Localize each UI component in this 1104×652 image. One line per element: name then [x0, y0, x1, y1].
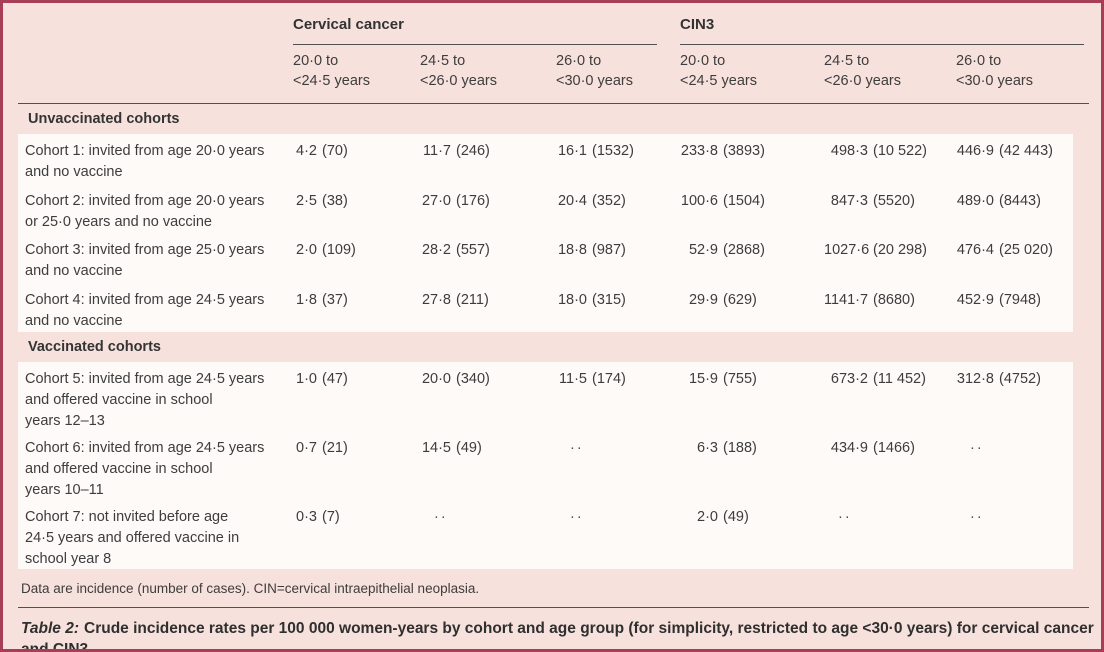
caption-divider-rule [18, 607, 1089, 608]
value-cell: 2·0 (49) [697, 509, 749, 525]
age-column-header: 26·0 to <30·0 years [556, 53, 633, 89]
caption-text: Crude incidence rates per 100 000 women-… [21, 620, 1094, 652]
value-cell: ·· [570, 440, 584, 456]
value-cell: 52·9 (2868) [688, 242, 765, 258]
column-group-label: Cervical cancer [293, 16, 404, 33]
value-cell: 1141·7 (8680) [824, 291, 915, 308]
row-label: Cohort 4: invited from age 24·5 years and… [25, 291, 265, 329]
value-cell: 446·9 (42 443) [956, 143, 1054, 159]
header-divider-rule [18, 103, 1089, 104]
table-row: Cohort 6: invited from age 24·5 years and… [25, 431, 1073, 500]
value-cell: 11·7 (246) [423, 143, 490, 159]
value-cell: 11·5 (174) [559, 371, 626, 387]
value-cell: 0·3 (7) [296, 509, 340, 525]
value-cell: 434·9 (1466) [830, 440, 915, 456]
table-row: Cohort 2: invited from age 20·0 years or … [25, 184, 1073, 234]
value-cell: 20·0 (340) [421, 371, 490, 387]
section-rows: Cohort 1: invited from age 20·0 years and… [18, 134, 1073, 332]
column-group-row: Cervical cancer CIN3 [18, 3, 1084, 45]
value-cell: ·· [970, 509, 984, 525]
value-cell: 14·5 (49) [421, 440, 482, 456]
row-label: Cohort 6: invited from age 24·5 years and… [25, 440, 265, 498]
value-cell: 847·3 (5520) [830, 192, 915, 209]
value-cell: 28·2 (557) [421, 242, 490, 258]
value-cell: 673·2 (11 452) [830, 371, 926, 387]
value-cell: 1·8 (37) [296, 291, 348, 308]
value-cell: 27·0 (176) [421, 192, 490, 209]
value-cell: 6·3 (188) [697, 440, 757, 456]
value-cell: ·· [434, 509, 448, 525]
value-cell: 1·0 (47) [296, 371, 348, 387]
value-cell: 20·4 (352) [557, 192, 626, 209]
value-cell: 15·9 (755) [688, 371, 757, 387]
value-cell: 489·0 (8443) [956, 192, 1041, 209]
column-group-cervical-cancer: Cervical cancer [293, 3, 680, 45]
value-cell: 29·9 (629) [688, 291, 757, 308]
row-label: Cohort 1: invited from age 20·0 years and… [25, 143, 265, 180]
value-cell: ·· [970, 440, 984, 456]
value-cell: ·· [838, 509, 852, 525]
table-row: Cohort 7: not invited before age 24·5 yea… [25, 500, 1073, 569]
section-header: Vaccinated cohorts [28, 339, 161, 355]
value-cell: 27·8 (211) [421, 291, 489, 308]
row-label: Cohort 7: not invited before age 24·5 yea… [25, 509, 240, 567]
value-cell: 2·5 (38) [296, 192, 348, 209]
row-label: Cohort 2: invited from age 20·0 years or … [25, 192, 265, 230]
table-caption: Table 2: Crude incidence rates per 100 00… [21, 618, 1101, 652]
column-group-cin3: CIN3 [680, 3, 1084, 45]
column-group-rule [680, 44, 1084, 45]
age-header-row: 20·0 to <24·5 years 24·5 to <26·0 years 26·0… [18, 45, 1073, 91]
row-label: Cohort 3: invited from age 25·0 years and… [25, 242, 265, 279]
caption-label: Table 2: [21, 620, 79, 637]
row-label: Cohort 5: invited from age 24·5 years and… [25, 371, 265, 429]
value-cell: 18·8 (987) [557, 242, 626, 258]
value-cell: 1027·6 (20 298) [824, 242, 928, 258]
value-cell: 16·1 (1532) [557, 143, 634, 159]
value-cell: 100·6 (1504) [680, 192, 765, 209]
table-body: Unvaccinated cohorts Cohort 1: invited fr… [3, 104, 1101, 569]
value-cell: 2·0 (109) [296, 242, 356, 258]
column-group-rule [293, 44, 657, 45]
table-row: Cohort 4: invited from age 24·5 years and… [25, 283, 1073, 333]
table-row: Cohort 3: invited from age 25·0 years and… [25, 233, 1073, 283]
column-group-label: CIN3 [680, 16, 715, 33]
age-column-header: 20·0 to <24·5 years [293, 53, 370, 89]
value-cell: 4·2 (70) [296, 143, 348, 159]
value-cell: 233·8 (3893) [680, 143, 765, 159]
value-cell: 0·7 (21) [296, 440, 348, 456]
age-column-header: 20·0 to <24·5 years [680, 53, 757, 89]
value-cell: 452·9 (7948) [956, 291, 1041, 308]
table-row: Cohort 1: invited from age 20·0 years and… [25, 134, 1073, 184]
age-column-header: 26·0 to <30·0 years [956, 53, 1033, 89]
value-cell: 312·8 (4752) [956, 371, 1041, 387]
value-cell: 498·3 (10 522) [830, 143, 928, 159]
value-cell: 18·0 (315) [557, 291, 626, 308]
table-footnote: Data are incidence (number of cases). CI… [21, 581, 480, 596]
section-rows: Cohort 5: invited from age 24·5 years and… [18, 362, 1073, 569]
table-row: Cohort 5: invited from age 24·5 years and… [25, 362, 1073, 431]
value-cell: ·· [570, 509, 584, 525]
age-column-header: 24·5 to <26·0 years [824, 53, 901, 89]
age-column-header: 24·5 to <26·0 years [420, 53, 497, 89]
value-cell: 476·4 (25 020) [956, 242, 1054, 258]
table-header: Cervical cancer CIN3 20·0 to <24·5 years 2… [3, 3, 1101, 103]
section-header: Unvaccinated cohorts [28, 111, 180, 127]
